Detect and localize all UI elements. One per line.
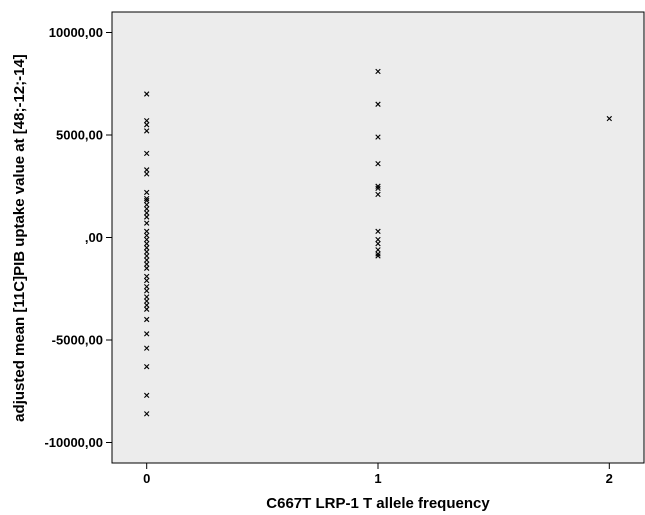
data-point bbox=[144, 245, 150, 251]
data-point bbox=[144, 306, 150, 312]
data-point bbox=[144, 206, 150, 212]
data-point bbox=[144, 214, 150, 220]
data-point bbox=[375, 251, 381, 257]
data-point bbox=[144, 189, 150, 196]
data-point bbox=[375, 68, 381, 75]
y-axis: 10000,00 5000,00 ,00 -5000,00 -10000,00 bbox=[44, 25, 112, 450]
data-point bbox=[144, 253, 150, 259]
data-point bbox=[144, 232, 150, 239]
data-point bbox=[144, 210, 150, 216]
data-point bbox=[144, 240, 150, 247]
data-point bbox=[144, 202, 150, 208]
data-point bbox=[375, 161, 381, 167]
x-axis-title: C667T LRP-1 T allele frequency bbox=[266, 495, 490, 512]
data-point bbox=[375, 134, 381, 140]
data-point bbox=[144, 294, 150, 300]
data-point bbox=[144, 122, 150, 128]
data-point bbox=[144, 257, 150, 263]
data-point bbox=[144, 298, 150, 304]
data-point bbox=[144, 150, 150, 157]
data-point bbox=[144, 411, 150, 417]
data-point bbox=[144, 288, 150, 294]
data-point bbox=[375, 228, 381, 235]
x-tick-label: 2 bbox=[606, 471, 613, 486]
data-point bbox=[144, 195, 150, 202]
data-point bbox=[375, 191, 381, 198]
y-tick-label: -5000,00 bbox=[52, 333, 103, 348]
data-point bbox=[606, 115, 612, 122]
data-points bbox=[144, 68, 612, 417]
data-point bbox=[375, 183, 381, 189]
y-tick-label: 5000,00 bbox=[56, 128, 103, 143]
data-point bbox=[144, 249, 150, 255]
x-axis: 0 1 2 bbox=[143, 463, 613, 486]
data-point bbox=[375, 247, 381, 253]
data-point bbox=[375, 240, 381, 247]
x-tick-label: 1 bbox=[374, 471, 381, 486]
data-point bbox=[144, 197, 150, 204]
data-point bbox=[144, 273, 150, 280]
y-tick-label: -10000,00 bbox=[44, 435, 103, 450]
data-point bbox=[144, 167, 150, 173]
data-point bbox=[375, 236, 381, 243]
y-axis-title: adjusted mean [11C]PIB uptake value at [… bbox=[11, 54, 28, 422]
y-tick-label: ,00 bbox=[85, 230, 103, 245]
data-point bbox=[144, 117, 150, 124]
y-tick-label: 10000,00 bbox=[49, 25, 103, 40]
data-point bbox=[144, 302, 150, 308]
data-point bbox=[144, 331, 150, 337]
data-point bbox=[144, 316, 150, 323]
data-point bbox=[144, 91, 150, 97]
x-tick-label: 0 bbox=[143, 471, 150, 486]
data-point bbox=[144, 277, 150, 284]
data-point bbox=[144, 171, 150, 177]
data-point bbox=[144, 228, 150, 235]
data-point bbox=[375, 185, 381, 191]
data-point bbox=[375, 253, 381, 259]
data-point bbox=[144, 220, 150, 226]
data-point bbox=[144, 345, 150, 351]
data-point bbox=[144, 392, 150, 399]
data-point bbox=[144, 128, 150, 134]
data-point bbox=[144, 261, 150, 267]
data-point bbox=[144, 265, 150, 271]
data-point bbox=[144, 236, 150, 243]
data-point bbox=[375, 101, 381, 107]
data-point bbox=[144, 284, 150, 290]
plot-area bbox=[111, 11, 645, 464]
data-point bbox=[144, 363, 150, 370]
